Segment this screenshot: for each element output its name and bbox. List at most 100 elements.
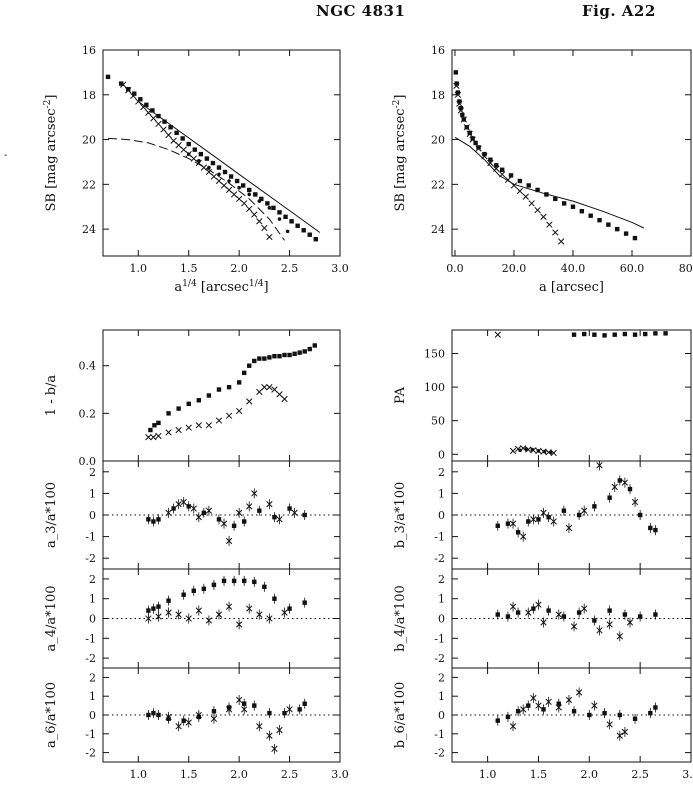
- y-tick-label: 22: [431, 178, 445, 191]
- data-point: [653, 527, 658, 533]
- data-point: [302, 701, 307, 706]
- data-point: [252, 579, 257, 585]
- data-point: [146, 608, 151, 613]
- data-point: [176, 406, 181, 411]
- data-point: [266, 615, 273, 622]
- data-point: [632, 332, 638, 337]
- data-point: [225, 186, 233, 194]
- x-axis-label: a [arcsec]: [539, 280, 604, 295]
- data-point: [246, 398, 253, 405]
- data-point: [637, 512, 643, 518]
- data-point: [247, 363, 252, 368]
- series-cross: [509, 687, 629, 741]
- y-tick-label: 150: [424, 348, 445, 361]
- data-point: [262, 584, 267, 590]
- data-point: [160, 126, 167, 133]
- y-axis-label: b_3/a*100: [393, 482, 408, 549]
- data-point: [175, 142, 182, 149]
- data-point: [251, 211, 258, 218]
- data-point: [246, 205, 253, 213]
- data-point: [192, 147, 197, 152]
- data-point: [220, 182, 228, 189]
- y-axis-label: PA: [393, 386, 408, 404]
- data-point: [643, 331, 648, 337]
- data-point: [225, 706, 233, 713]
- data-point: [235, 195, 243, 203]
- y-tick-label: 18: [82, 89, 96, 102]
- data-point: [156, 604, 161, 609]
- data-point: [225, 603, 233, 610]
- data-point: [536, 517, 541, 522]
- data-point: [283, 214, 288, 220]
- data-point: [570, 204, 576, 209]
- y-tick-label: 50: [431, 415, 445, 428]
- data-point: [151, 519, 156, 524]
- data-point: [186, 401, 191, 407]
- data-point: [118, 81, 124, 86]
- data-point: [211, 709, 217, 714]
- data-point: [220, 520, 228, 527]
- data-point: [266, 233, 273, 241]
- data-point: [126, 86, 131, 92]
- data-point: [475, 145, 482, 152]
- series-square: [495, 698, 658, 726]
- chart-panel-sb_vs_r14: 1.0 1.5 2.0 2.5 3.0 16 18 20 22 24 a1/4 [arcsec1/4…: [43, 44, 349, 295]
- series-line-solid: [138, 101, 321, 233]
- series-cross: [509, 599, 634, 642]
- data-point: [576, 512, 582, 518]
- data-point: [185, 615, 192, 622]
- x-tick-label: 2.0: [581, 768, 599, 781]
- data-point: [231, 578, 237, 584]
- data-point: [196, 398, 202, 403]
- data-point: [156, 712, 161, 718]
- data-point: [648, 710, 653, 716]
- data-point: [216, 517, 222, 522]
- data-point: [546, 221, 553, 228]
- data-point: [592, 504, 597, 509]
- data-point: [530, 516, 537, 523]
- data-point: [561, 201, 567, 206]
- data-point: [253, 192, 258, 197]
- y-tick-label: 0: [89, 709, 96, 722]
- chart-panel-ellipticity: 0.0 0.2 0.4 1 - b/a: [44, 329, 341, 468]
- y-tick-label: 16: [431, 44, 445, 57]
- data-point: [152, 423, 157, 428]
- data-point: [256, 611, 263, 618]
- data-point: [205, 617, 213, 624]
- data-point: [286, 706, 293, 713]
- data-point: [606, 721, 613, 728]
- y-axis-label: a_6/a*100: [44, 682, 59, 748]
- data-point: [165, 429, 172, 436]
- data-point: [515, 709, 521, 714]
- data-point: [277, 210, 282, 215]
- data-point: [215, 177, 223, 185]
- series-cross: [145, 601, 288, 630]
- data-point: [622, 612, 628, 617]
- data-point: [180, 146, 187, 153]
- x-tick-label: 20.0: [502, 262, 527, 275]
- data-point: [151, 710, 156, 716]
- data-point: [252, 358, 257, 364]
- data-point: [146, 517, 151, 522]
- series-square: [146, 575, 307, 616]
- data-point: [276, 391, 283, 398]
- data-point: [267, 206, 272, 210]
- data-point: [166, 598, 171, 603]
- data-point: [540, 509, 547, 516]
- data-point: [289, 219, 294, 224]
- chart-panel-pa: 0 50 100 150 PA: [393, 329, 692, 462]
- data-point: [592, 618, 597, 623]
- plot-frame: [451, 49, 692, 257]
- data-point: [125, 87, 132, 94]
- y-tick-label: 1: [438, 487, 445, 500]
- data-point: [277, 354, 282, 359]
- y-tick-label: 1: [89, 487, 96, 500]
- data-point: [561, 508, 567, 513]
- data-point: [526, 703, 531, 708]
- data-point: [466, 130, 473, 138]
- x-tick-label: 3.0: [331, 768, 349, 781]
- data-point: [257, 199, 262, 203]
- data-point: [535, 702, 542, 709]
- data-point: [302, 349, 307, 354]
- data-point: [277, 217, 282, 221]
